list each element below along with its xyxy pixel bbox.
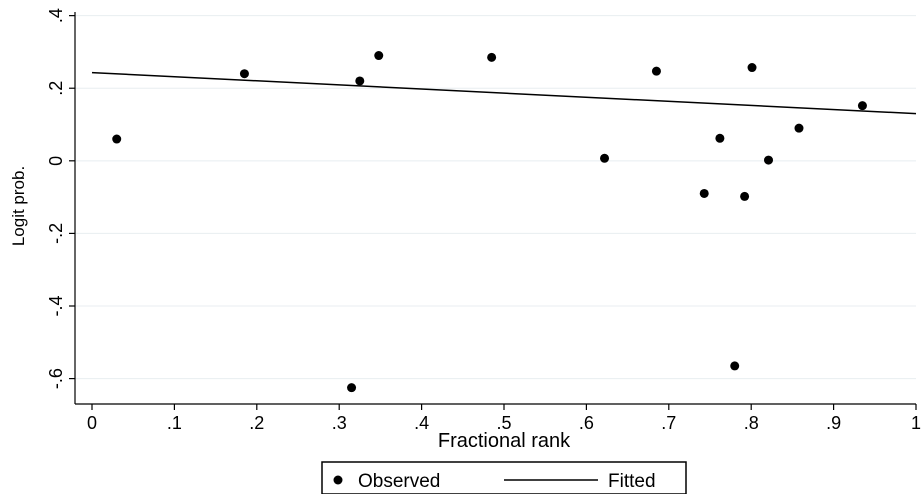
observed-point xyxy=(747,63,757,73)
legend-box xyxy=(321,461,687,494)
observed-point xyxy=(347,383,357,393)
observed-point xyxy=(730,361,740,371)
observed-point xyxy=(715,133,725,143)
x-tick-label: .2 xyxy=(249,413,264,433)
x-tick-label: .1 xyxy=(167,413,182,433)
legend-fitted-label: Fitted xyxy=(608,471,656,492)
y-tick-label: .4 xyxy=(46,8,66,23)
x-tick-label: .4 xyxy=(414,413,429,433)
observed-point xyxy=(794,123,804,133)
observed-point xyxy=(740,191,750,201)
legend-observed-marker xyxy=(333,475,343,485)
x-tick-label: .3 xyxy=(332,413,347,433)
x-tick-label: .8 xyxy=(744,413,759,433)
observed-point xyxy=(699,188,709,198)
legend-observed-label: Observed xyxy=(358,471,440,492)
x-tick-label: .9 xyxy=(826,413,841,433)
observed-point xyxy=(355,76,365,86)
axes xyxy=(74,12,916,405)
legend: Observed Fitted xyxy=(321,461,687,494)
observed-point xyxy=(374,51,384,61)
observed-point xyxy=(651,66,661,76)
tick-marks xyxy=(69,15,917,410)
data-marks xyxy=(91,51,917,393)
y-axis-label: Logit prob. xyxy=(9,166,28,246)
x-tick-label: .5 xyxy=(496,413,511,433)
observed-point xyxy=(487,52,497,62)
tick-labels: -.6 -.4 -.2 0 .2 .4 0 .1 .2 .3 .4 .5 .6 .7 .8 .9 1 xyxy=(46,8,921,433)
observed-point xyxy=(764,155,774,165)
y-tick-label: -.6 xyxy=(46,368,66,389)
y-gridlines xyxy=(75,15,916,380)
x-tick-label: .6 xyxy=(579,413,594,433)
x-tick-label: 0 xyxy=(87,413,97,433)
observed-point xyxy=(857,101,867,111)
fitted-line xyxy=(91,71,917,115)
x-axis-label: Fractional rank xyxy=(438,430,571,452)
x-tick-label: 1 xyxy=(911,413,921,433)
observed-point xyxy=(112,134,122,144)
y-tick-label: -.2 xyxy=(46,223,66,244)
x-tick-label: .7 xyxy=(661,413,676,433)
y-tick-label: -.4 xyxy=(46,295,66,316)
observed-point xyxy=(600,153,610,163)
y-tick-label: .2 xyxy=(46,81,66,96)
y-tick-label: 0 xyxy=(46,156,66,166)
observed-point xyxy=(239,69,249,79)
